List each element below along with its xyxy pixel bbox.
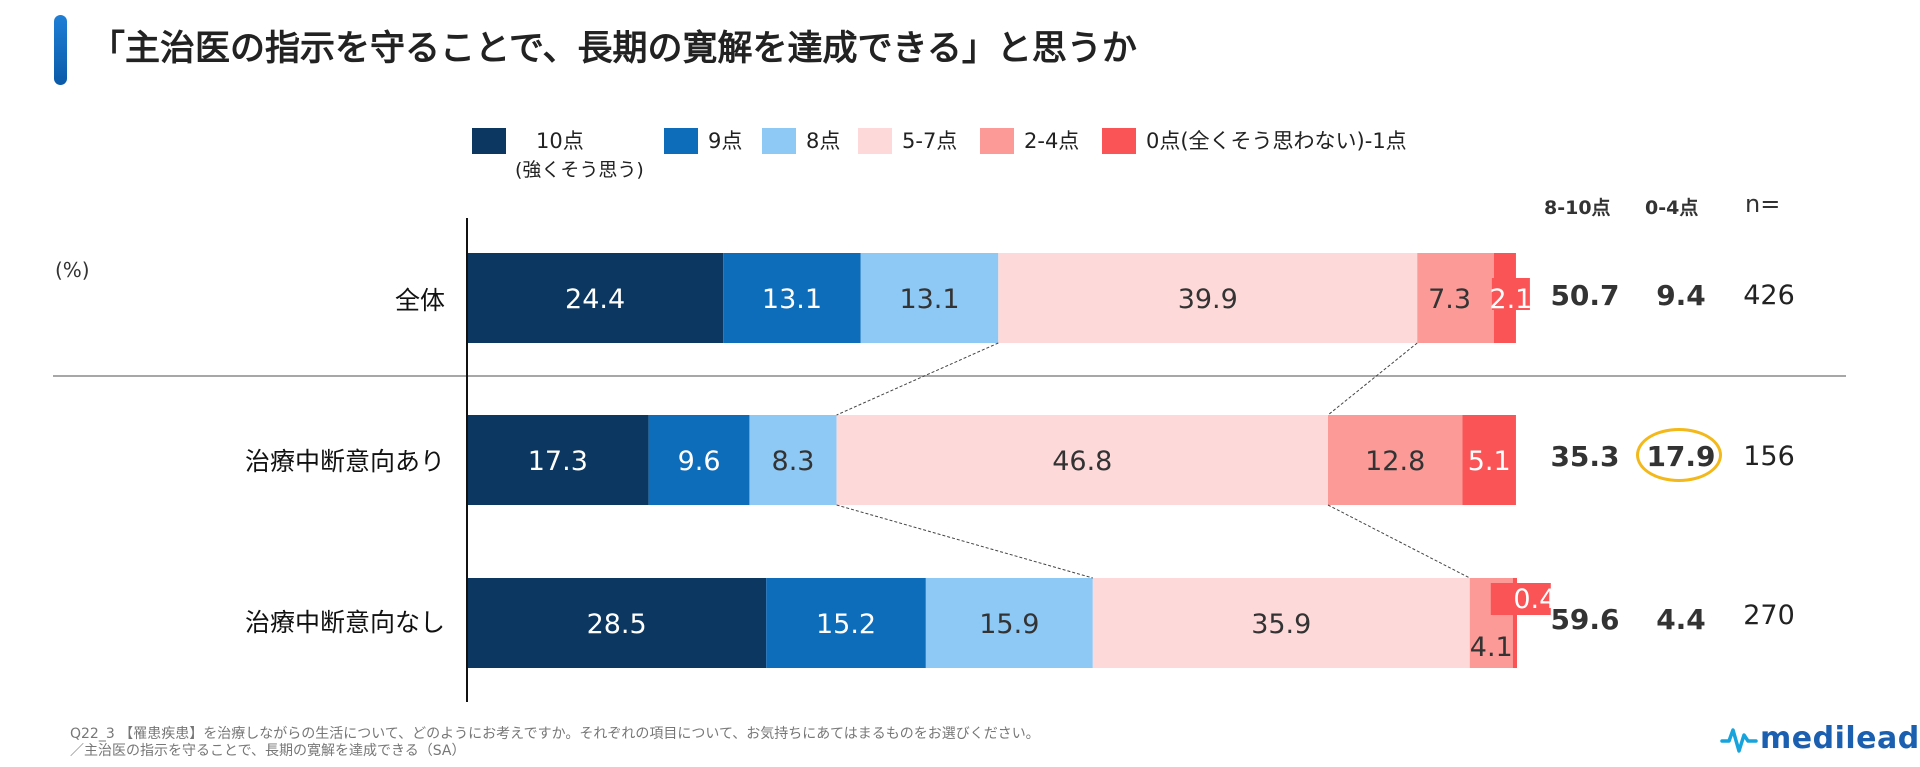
column-header-top: 8-10点 <box>1544 197 1611 219</box>
bar-no-intend-stop-5-7 <box>1092 578 1470 668</box>
bar-overall-10 <box>467 253 724 343</box>
bar-overall-8 <box>860 253 999 343</box>
value-label-no-intend-stop-0-1: 0.4 <box>1513 584 1556 615</box>
value-label-overall-0-1: 2.1 <box>1489 284 1532 315</box>
highlight-circle <box>1636 428 1722 482</box>
row-label-overall: 全体 <box>394 286 445 315</box>
bar-intend-stop-5-7 <box>836 415 1328 505</box>
value-label-intend-stop-9: 9.6 <box>678 446 721 477</box>
legend-label-10: 10点 <box>536 129 584 153</box>
stat-n-no-intend-stop: 270 <box>1743 600 1795 631</box>
bar-no-intend-stop-0-1 <box>1512 578 1517 668</box>
legend-item-9: 9点 <box>664 128 742 154</box>
value-label-overall-9: 13.1 <box>762 284 822 315</box>
column-header-bottom: 0-4点 <box>1645 197 1699 219</box>
value-label-no-intend-stop-2-4: 4.1 <box>1470 632 1513 663</box>
legend-swatch-2-4 <box>980 128 1014 154</box>
legend-swatch-8 <box>762 128 796 154</box>
logo: medilead <box>1720 721 1920 756</box>
value-label-overall-8: 13.1 <box>899 284 959 315</box>
page-title: 「主治医の指示を守ることで、長期の寛解を達成できる」と思うか <box>90 29 1137 69</box>
value-label-no-intend-stop-9: 15.2 <box>816 609 876 640</box>
bar-intend-stop-8 <box>749 415 837 505</box>
value-label-no-intend-stop-5-7: 35.9 <box>1251 609 1311 640</box>
stat-n-intend-stop: 156 <box>1743 441 1795 472</box>
value-label-no-intend-stop-8: 15.9 <box>979 609 1039 640</box>
unit-label: (%) <box>55 258 90 282</box>
legend-label-0-1: 0点(全くそう思わない)-1点 <box>1146 129 1407 153</box>
legend-sublabel-10: (強くそう思う) <box>515 159 644 181</box>
legend-item-10: 10点 (強くそう思う) <box>472 128 644 181</box>
legend-label-9: 9点 <box>708 129 743 153</box>
value-label-intend-stop-8: 8.3 <box>772 446 815 477</box>
footnote-line-2: ／主治医の指示を守ることで、長期の寛解を達成できる（SA） <box>70 743 466 759</box>
bar-intend-stop-0-1 <box>1462 415 1516 505</box>
legend-item-2-4: 2-4点 <box>980 128 1079 154</box>
title-accent-bar <box>54 15 67 85</box>
stat-top-overall: 50.7 <box>1550 279 1620 312</box>
legend-item-0-1: 0点(全くそう思わない)-1点 <box>1102 128 1407 154</box>
value-label-intend-stop-0-1: 5.1 <box>1468 446 1511 477</box>
footnote-line-1: Q22_3 【罹患疾患】を治療しながらの生活について、どのようにお考えですか。そ… <box>70 726 1040 742</box>
connector-line-intend-stop-right <box>1327 504 1470 579</box>
legend-swatch-9 <box>664 128 698 154</box>
legend: 10点 (強くそう思う) 9点 8点 5-7点 2-4点 0点(全くそう思わない… <box>472 128 1412 188</box>
legend-label-5-7: 5-7点 <box>902 129 958 153</box>
label-bg-no-intend-stop-0-1 <box>1490 583 1551 615</box>
label-bg-overall-0-1 <box>1491 278 1530 310</box>
legend-label-2-4: 2-4点 <box>1024 129 1080 153</box>
value-label-overall-5-7: 39.9 <box>1178 284 1238 315</box>
value-label-no-intend-stop-10: 28.5 <box>587 609 647 640</box>
bar-no-intend-stop-8 <box>925 578 1093 668</box>
stat-top-no-intend-stop: 59.6 <box>1550 603 1620 636</box>
legend-label-8: 8点 <box>806 129 841 153</box>
logo-text: medilead <box>1760 721 1920 756</box>
row-label-no-intend-stop: 治療中断意向なし <box>244 608 445 637</box>
stat-top-intend-stop: 35.3 <box>1550 440 1620 473</box>
bar-intend-stop-9 <box>648 415 750 505</box>
value-label-intend-stop-2-4: 12.8 <box>1365 446 1425 477</box>
pulse-icon <box>1720 727 1758 753</box>
legend-item-5-7: 5-7点 <box>858 128 957 154</box>
connector-line-intend-stop-left <box>836 504 1093 579</box>
legend-swatch-5-7 <box>858 128 892 154</box>
value-label-overall-10: 24.4 <box>565 284 625 315</box>
bar-intend-stop-10 <box>467 415 649 505</box>
value-label-overall-2-4: 7.3 <box>1428 284 1471 315</box>
connector-line-overall-left <box>836 342 999 416</box>
connector-line-overall-right <box>1327 342 1418 416</box>
legend-swatch-10 <box>472 128 506 154</box>
bar-intend-stop-2-4 <box>1328 415 1463 505</box>
stat-bottom-intend-stop: 17.9 <box>1646 440 1716 473</box>
legend-item-8: 8点 <box>762 128 840 154</box>
row-label-intend-stop: 治療中断意向あり <box>244 447 445 476</box>
bar-no-intend-stop-10 <box>467 578 767 668</box>
stat-n-overall: 426 <box>1743 280 1795 311</box>
stat-bottom-no-intend-stop: 4.4 <box>1656 603 1706 636</box>
bar-overall-5-7 <box>998 253 1418 343</box>
legend-swatch-0-1 <box>1102 128 1136 154</box>
bar-overall-2-4 <box>1417 253 1494 343</box>
column-header-n: n= <box>1745 190 1781 218</box>
value-label-intend-stop-5-7: 46.8 <box>1052 446 1112 477</box>
bar-overall-9 <box>723 253 861 343</box>
footnote: Q22_3 【罹患疾患】を治療しながらの生活について、どのようにお考えですか。そ… <box>70 726 1040 760</box>
bar-no-intend-stop-9 <box>766 578 926 668</box>
stat-bottom-overall: 9.4 <box>1656 279 1706 312</box>
value-label-intend-stop-10: 17.3 <box>528 446 588 477</box>
